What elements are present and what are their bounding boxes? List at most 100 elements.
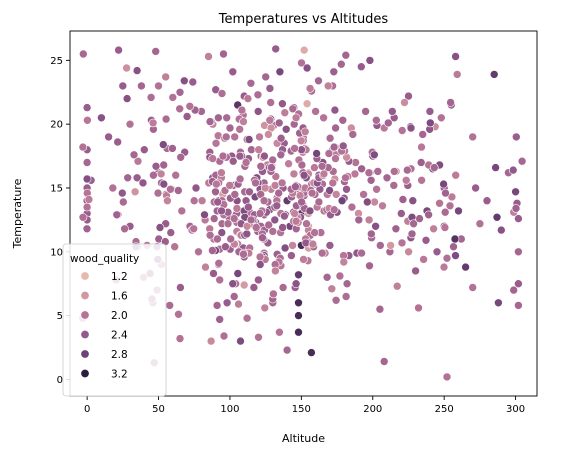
scatter-point xyxy=(300,127,310,137)
legend-marker xyxy=(80,290,90,300)
scatter-point xyxy=(280,211,289,221)
scatter-point xyxy=(222,298,232,308)
scatter-point xyxy=(129,150,139,160)
scatter-point xyxy=(329,205,339,214)
scatter-point xyxy=(215,315,224,324)
scatter-point xyxy=(302,63,312,73)
scatter-point xyxy=(371,222,380,231)
scatter-point xyxy=(291,279,301,289)
scatter-point xyxy=(449,242,458,251)
scatter-point xyxy=(409,219,418,228)
scatter-point xyxy=(122,63,131,73)
scatter-point xyxy=(400,98,409,107)
scatter-point xyxy=(364,215,374,225)
scatter-point xyxy=(489,70,499,79)
scatter-point xyxy=(249,283,259,292)
scatter-point xyxy=(441,188,450,198)
scatter-point xyxy=(371,116,381,125)
scatter-point xyxy=(314,76,323,86)
scatter-point xyxy=(356,62,366,71)
scatter-point xyxy=(265,116,275,125)
scatter-point xyxy=(397,126,407,135)
scatter-point xyxy=(170,242,179,251)
scatter-point xyxy=(392,281,402,291)
scatter-point xyxy=(417,142,426,152)
scatter-point xyxy=(359,190,368,199)
scatter-point xyxy=(337,196,347,205)
scatter-point xyxy=(288,104,298,114)
scatter-point xyxy=(432,247,442,257)
scatter-point xyxy=(78,142,88,152)
scatter-point xyxy=(383,118,393,128)
y-tick-label: 0 xyxy=(57,375,63,386)
scatter-point xyxy=(156,169,166,179)
scatter-point xyxy=(475,219,485,228)
scatter-point xyxy=(375,304,385,314)
scatter-point xyxy=(281,125,291,134)
scatter-point xyxy=(387,107,397,116)
legend: wood_quality 1.2 1.6 2.0 2.4 2.8 3.2 xyxy=(62,243,167,397)
scatter-point xyxy=(366,229,376,239)
scatter-point xyxy=(209,214,219,223)
scatter-point xyxy=(245,187,254,197)
scatter-point xyxy=(232,204,242,213)
legend-entries: 1.2 1.6 2.0 2.4 2.8 3.2 xyxy=(80,271,128,381)
scatter-point xyxy=(361,107,370,116)
scatter-point xyxy=(398,195,408,204)
scatter-point xyxy=(268,227,278,236)
scatter-point xyxy=(447,192,457,202)
scatter-point xyxy=(369,150,379,160)
scatter-point xyxy=(254,145,264,154)
scatter-point xyxy=(230,132,239,142)
x-tick-label: 250 xyxy=(435,404,454,415)
scatter-point xyxy=(260,183,270,193)
scatter-point xyxy=(418,130,428,139)
scatter-point xyxy=(284,159,293,168)
scatter-point xyxy=(282,345,292,355)
scatter-point xyxy=(482,196,492,205)
scatter-point xyxy=(324,149,334,158)
scatter-point xyxy=(114,45,123,55)
scatter-point xyxy=(256,162,266,171)
scatter-point xyxy=(357,164,366,174)
scatter-point xyxy=(242,222,252,231)
scatter-point xyxy=(362,197,372,207)
scatter-point xyxy=(452,70,462,79)
scatter-point xyxy=(212,179,221,189)
scatter-point xyxy=(221,132,231,142)
scatter-point xyxy=(235,151,245,161)
scatter-point xyxy=(261,72,271,82)
scatter-point xyxy=(440,223,450,232)
scatter-point xyxy=(299,45,309,55)
scatter-point xyxy=(297,197,306,207)
scatter-point xyxy=(382,173,392,183)
scatter-point xyxy=(177,206,187,216)
scatter-point xyxy=(244,135,254,144)
scatter-point xyxy=(264,130,273,139)
scatter-point xyxy=(255,260,265,269)
scatter-point xyxy=(241,158,251,167)
scatter-point xyxy=(402,165,412,175)
scatter-point xyxy=(168,144,177,153)
x-tick-label: 50 xyxy=(152,404,165,415)
scatter-point xyxy=(155,223,165,232)
scatter-point xyxy=(200,210,209,220)
scatter-point xyxy=(468,283,478,292)
scatter-point xyxy=(445,201,455,211)
scatter-point xyxy=(370,197,379,207)
scatter-point xyxy=(255,252,265,262)
scatter-point xyxy=(442,253,452,263)
legend-marker xyxy=(80,329,90,339)
scatter-point xyxy=(243,94,253,103)
scatter-point xyxy=(78,213,88,222)
scatter-point xyxy=(275,67,285,77)
scatter-point xyxy=(118,188,127,198)
scatter-point xyxy=(151,47,160,56)
scatter-point xyxy=(82,103,92,112)
scatter-point xyxy=(454,206,463,216)
scatter-point xyxy=(331,295,341,305)
scatter-point xyxy=(271,44,281,54)
legend-label: 2.4 xyxy=(111,330,128,342)
scatter-point xyxy=(301,238,311,248)
